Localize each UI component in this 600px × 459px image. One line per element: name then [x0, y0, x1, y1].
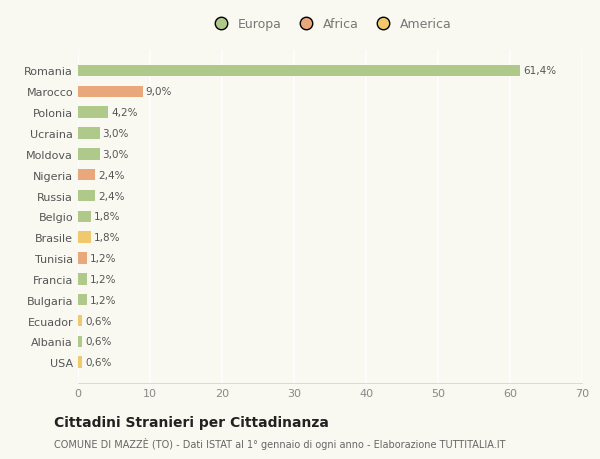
- Bar: [78, 357, 82, 368]
- Bar: [78, 315, 82, 326]
- Text: 9,0%: 9,0%: [146, 87, 172, 97]
- Bar: [78, 211, 91, 223]
- Bar: [78, 253, 86, 264]
- Bar: [78, 107, 108, 118]
- Bar: [78, 336, 82, 347]
- Text: 2,4%: 2,4%: [98, 170, 125, 180]
- Bar: [78, 190, 95, 202]
- Text: Cittadini Stranieri per Cittadinanza: Cittadini Stranieri per Cittadinanza: [54, 415, 329, 429]
- Text: 1,2%: 1,2%: [89, 253, 116, 263]
- Legend: Europa, Africa, America: Europa, Africa, America: [203, 13, 457, 36]
- Bar: [78, 169, 95, 181]
- Text: 1,2%: 1,2%: [89, 274, 116, 284]
- Bar: [78, 66, 520, 77]
- Bar: [78, 274, 86, 285]
- Text: 0,6%: 0,6%: [85, 316, 112, 326]
- Text: 61,4%: 61,4%: [523, 67, 556, 76]
- Text: 3,0%: 3,0%: [103, 150, 129, 159]
- Text: COMUNE DI MAZZÈ (TO) - Dati ISTAT al 1° gennaio di ogni anno - Elaborazione TUTT: COMUNE DI MAZZÈ (TO) - Dati ISTAT al 1° …: [54, 437, 505, 449]
- Bar: [78, 149, 100, 160]
- Text: 1,8%: 1,8%: [94, 233, 121, 243]
- Bar: [78, 128, 100, 140]
- Text: 0,6%: 0,6%: [85, 358, 112, 367]
- Text: 3,0%: 3,0%: [103, 129, 129, 139]
- Text: 2,4%: 2,4%: [98, 191, 125, 201]
- Text: 1,8%: 1,8%: [94, 212, 121, 222]
- Bar: [78, 86, 143, 98]
- Text: 4,2%: 4,2%: [111, 108, 137, 118]
- Bar: [78, 294, 86, 306]
- Text: 1,2%: 1,2%: [89, 295, 116, 305]
- Bar: [78, 232, 91, 243]
- Text: 0,6%: 0,6%: [85, 336, 112, 347]
